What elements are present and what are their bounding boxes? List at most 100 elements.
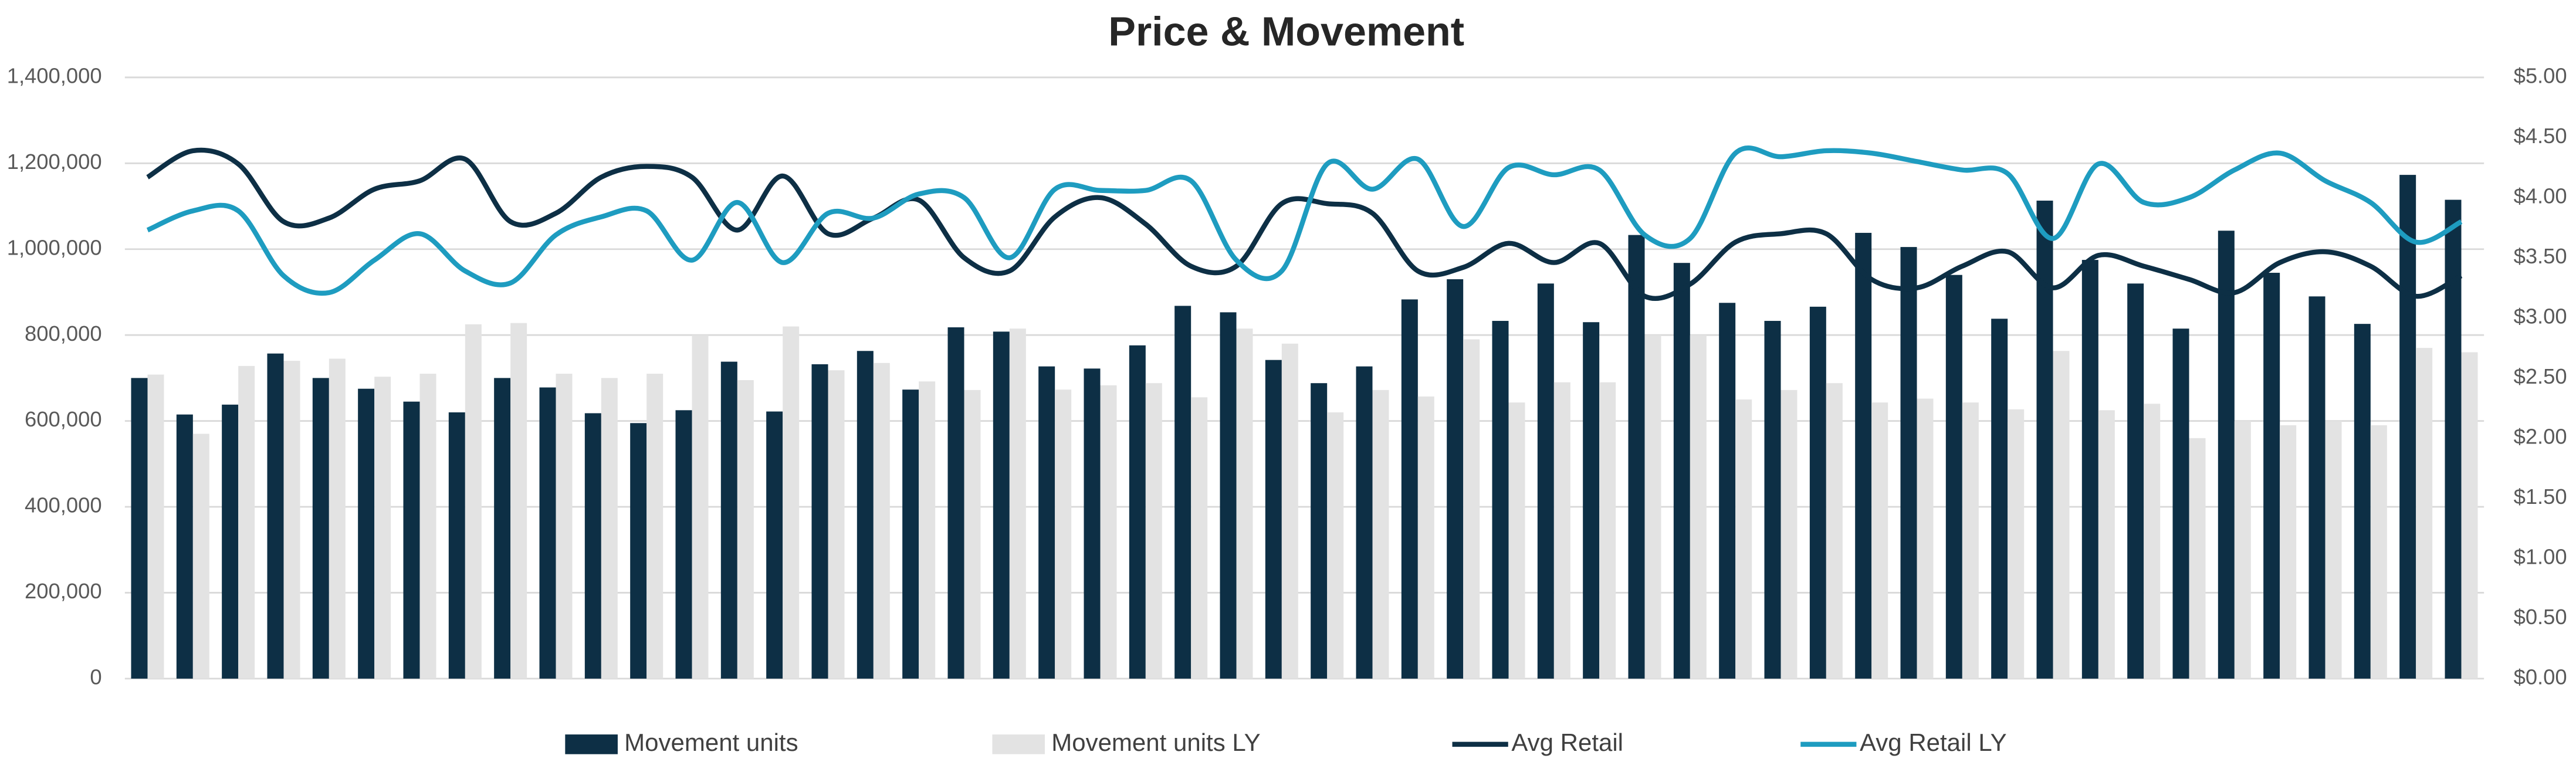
bar [1871,402,1888,679]
bar [2280,425,2297,679]
bar [2144,404,2161,679]
bar [1145,383,1162,679]
bar [403,401,420,679]
bar [2263,273,2280,679]
bar [2399,175,2416,679]
bar [2081,260,2098,679]
bar [584,413,601,679]
bar [646,374,664,679]
bar [147,374,164,679]
bar [919,381,936,679]
bar [1508,402,1525,679]
bar [601,378,618,679]
bar [329,358,346,679]
bar [1417,396,1434,679]
y-tick-label: 1,000,000 [7,235,102,259]
bar [675,410,692,679]
bar [1372,390,1389,679]
y-tick-label: 1,200,000 [7,150,102,174]
line [146,145,2463,296]
bar [1281,343,1298,679]
bar [1447,279,1464,679]
bar [2172,328,2189,679]
bar [222,404,239,679]
bar [2445,199,2462,679]
y-tick-label: 200,000 [25,579,102,603]
bar [1009,328,1026,679]
y2-tick-label: $0.50 [2514,605,2567,629]
bar [1917,398,1934,679]
bar [766,411,783,679]
bar [1855,232,1872,679]
y-tick-label: 600,000 [25,407,102,431]
bar [2234,421,2251,679]
bar [1038,366,1055,679]
bar [857,351,874,679]
bar [1644,335,1661,679]
bar [556,374,573,679]
bar [1673,263,1690,679]
bar [1945,275,1962,679]
bar [1129,345,1146,679]
bar [510,323,527,679]
bar [783,326,800,679]
bar [1100,385,1117,679]
legend-label: Avg Retail LY [1860,729,2007,756]
y-tick-label: 1,400,000 [7,64,102,88]
bar [1690,335,1707,679]
bar [1991,319,2008,679]
bar [1492,321,1509,679]
bar [2053,351,2070,679]
line [146,147,2463,302]
bar [1583,322,1600,679]
bar [131,378,148,679]
bar [1764,321,1781,679]
bar [1628,235,1645,679]
bar [358,388,375,679]
bar [993,331,1010,679]
bar [873,363,890,679]
bar [1220,312,1237,679]
bar [737,380,754,679]
bar [2098,410,2115,679]
bar [539,387,556,679]
bar [1236,328,1253,679]
y2-tick-label: $1.00 [2514,544,2567,568]
bar [267,353,284,679]
bar [419,374,436,679]
y2-tick-label: $4.50 [2514,124,2567,148]
bar [2370,425,2387,679]
bar [465,324,482,679]
y2-tick-label: $0.00 [2514,665,2567,689]
bar [947,327,964,679]
bar [1191,397,1208,679]
bar [238,365,255,679]
bar [192,433,209,679]
bar [494,378,511,679]
bar [283,361,300,679]
chart-title: Price & Movement [1108,9,1464,55]
bar [1962,402,1979,679]
bar [2325,421,2342,679]
bar [1537,283,1554,679]
y2-tick-label: $1.50 [2514,485,2567,509]
bar [1780,390,1798,679]
bar [1055,390,1072,679]
bar [1327,412,1344,679]
bar [1809,306,1826,679]
bar [448,412,465,679]
y2-tick-label: $5.00 [2514,64,2567,88]
legend-swatch [992,734,1045,754]
bar [1265,360,1282,679]
bar [2218,231,2235,679]
bar [828,370,845,679]
bar [1735,399,1752,679]
bar [2127,283,2144,679]
y2-tick-label: $2.00 [2514,425,2567,449]
y2-tick-label: $2.50 [2514,364,2567,388]
bar [630,423,647,679]
bar [1311,383,1328,679]
legend-label: Avg Retail [1511,729,1623,756]
bar [1463,339,1480,679]
